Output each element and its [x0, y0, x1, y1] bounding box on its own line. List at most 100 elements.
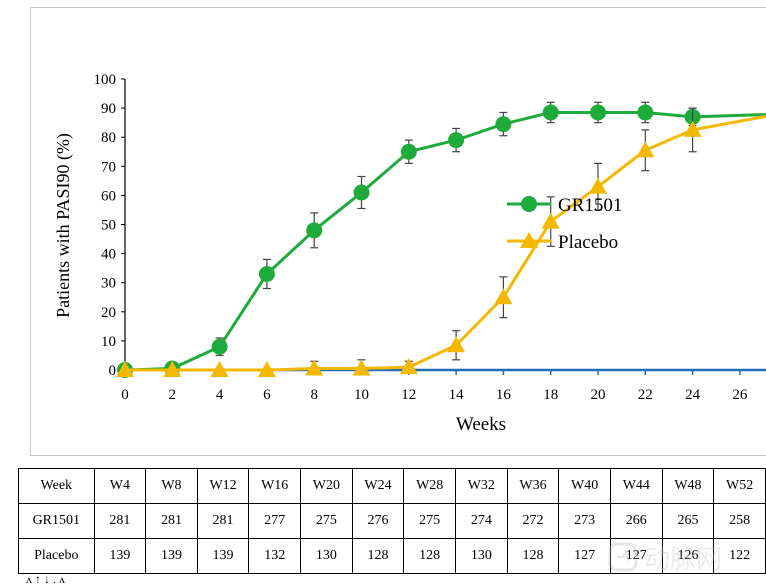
data-point-triangle — [541, 212, 560, 229]
table-cell: 139 — [196, 538, 250, 574]
y-tick-label: 40 — [101, 247, 116, 263]
data-point-circle — [258, 265, 275, 282]
table-cell: 272 — [506, 503, 560, 539]
legend-marker — [520, 232, 538, 248]
table-cell: 275 — [403, 503, 456, 539]
data-point-triangle — [399, 358, 418, 375]
y-tick-label: 10 — [101, 334, 116, 350]
legend-item-gr1501: GR1501 — [507, 195, 622, 216]
series-layer — [116, 101, 766, 378]
x-tick-label: 6 — [263, 387, 271, 403]
table-header-cell: W8 — [145, 468, 198, 504]
table-cell: 275 — [300, 503, 353, 539]
data-point-circle — [400, 143, 417, 160]
y-tick-label: 30 — [101, 276, 116, 292]
table-cell: 122 — [713, 538, 766, 574]
patient-count-table: Week W4 W8 W12 W16 W20 W24 W28 W32 W36 W40 W44 W48 W5… — [18, 468, 766, 574]
data-point-triangle — [589, 177, 607, 194]
table-row-label: GR1501 — [18, 503, 95, 539]
series-placebo — [116, 107, 766, 377]
table-row-label: Placebo — [18, 538, 95, 574]
data-point-triangle — [683, 120, 702, 137]
data-point-circle — [353, 184, 370, 201]
table-cell: 281 — [196, 503, 250, 539]
y-tick-label: 50 — [101, 218, 116, 234]
x-tick-label: 2 — [169, 387, 177, 403]
x-tick-label: 18 — [543, 387, 558, 403]
data-point-triangle — [447, 336, 466, 353]
series-line — [125, 114, 766, 372]
table-cell: 281 — [93, 503, 147, 539]
data-point-circle — [590, 104, 606, 121]
table-cell: 276 — [351, 503, 405, 539]
y-axis-label: Patients with PASI90 (%) — [53, 133, 74, 318]
y-tick-label: 80 — [101, 130, 116, 146]
table-cell: 281 — [145, 503, 198, 539]
table-header-row: Week W4 W8 W12 W16 W20 W24 W28 W32 W36 W40 W44 W48 W5… — [18, 468, 766, 504]
table-row: GR1501 281 281 281 277 275 276 275 274 272 273 266 2… — [18, 503, 766, 539]
series-line — [124, 110, 766, 372]
y-tick-label: 60 — [101, 188, 116, 204]
table-cell: 258 — [713, 503, 766, 539]
table-cell: 132 — [248, 538, 302, 574]
x-tick-label: 20 — [591, 387, 606, 403]
y-tick-label: 90 — [101, 101, 116, 117]
table-cell: 127 — [609, 538, 663, 574]
table-header-cell: W20 — [300, 468, 353, 504]
data-point-circle — [637, 104, 654, 121]
chart-frame — [30, 7, 766, 456]
x-tick-label: 4 — [216, 387, 224, 403]
y-tick-label: 20 — [101, 305, 116, 321]
legend: GR1501 Placebo — [507, 195, 622, 253]
table-header-cell: W12 — [196, 468, 250, 504]
x-tick-label: 16 — [496, 387, 512, 403]
table-cell: 128 — [506, 538, 560, 574]
x-tick-label: 0 — [121, 387, 129, 403]
table-header-cell: W24 — [351, 468, 405, 504]
y-axis: 0 10 20 30 40 50 60 70 80 90 100 — [94, 72, 126, 379]
data-point-circle — [211, 338, 228, 355]
data-point-circle — [448, 132, 465, 149]
data-point-circle — [306, 222, 323, 239]
table-cell: 139 — [93, 538, 147, 574]
watermark-text: 动脉网 — [644, 545, 722, 575]
data-point-triangle — [305, 359, 324, 376]
table-header-cell: W4 — [93, 468, 147, 504]
table-header-cell: W40 — [558, 468, 611, 504]
x-tick-label: 10 — [354, 387, 369, 403]
table-header-cell: W32 — [455, 468, 508, 504]
data-point-circle — [542, 104, 559, 121]
legend-label: GR1501 — [558, 195, 622, 216]
table-header-cell: W36 — [506, 468, 560, 504]
legend-item-placebo: Placebo — [507, 232, 618, 253]
table-header-cell: W48 — [661, 468, 715, 504]
x-axis-label: Weeks — [456, 414, 506, 435]
data-point-triangle — [116, 361, 134, 377]
table-header-label: Week — [18, 468, 95, 504]
table-cell: 130 — [455, 538, 508, 574]
table-cell: 128 — [403, 538, 456, 574]
data-point-triangle — [163, 361, 182, 377]
x-tick-label: 12 — [401, 387, 416, 403]
y-tick-label: 0 — [109, 363, 117, 379]
table-cell: 266 — [609, 503, 663, 539]
table-cell: 273 — [558, 503, 611, 539]
data-point-triangle — [257, 361, 276, 377]
table-header-cell: W16 — [248, 468, 302, 504]
legend-marker — [521, 196, 537, 212]
table-header-cell: W52 — [713, 468, 766, 504]
data-point-triangle — [494, 288, 513, 305]
table-cell: 139 — [145, 538, 198, 574]
x-tick-label: 8 — [310, 387, 318, 403]
watermark-logo: 动脉网 — [608, 542, 722, 575]
table-header-cell: W44 — [609, 468, 663, 504]
data-point-triangle — [636, 141, 655, 158]
table-header-cell: W28 — [403, 468, 456, 504]
data-point-triangle — [352, 359, 371, 376]
table-cell: 274 — [455, 503, 508, 539]
table-cell: 130 — [300, 538, 353, 574]
table-cell: 265 — [661, 503, 715, 539]
table-cell: 127 — [558, 538, 611, 574]
legend-label: Placebo — [558, 232, 618, 253]
